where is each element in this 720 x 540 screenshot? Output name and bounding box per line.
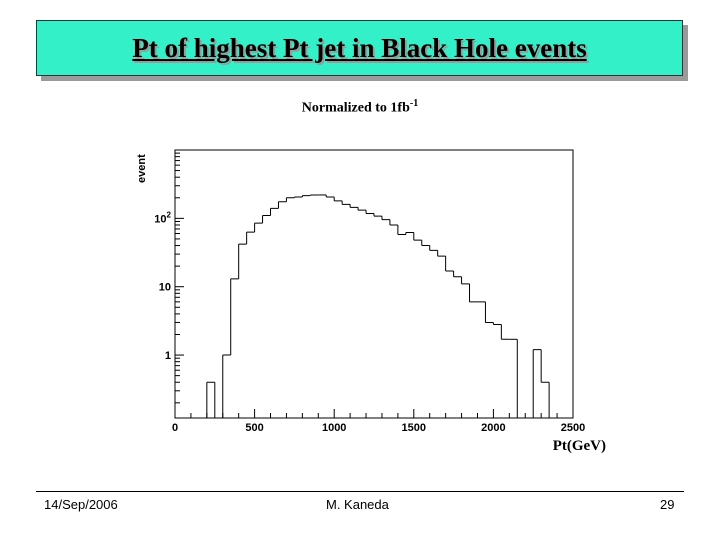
histogram-bin xyxy=(325,194,335,198)
y-tick-label: 10 xyxy=(159,282,171,294)
histogram-bin xyxy=(469,283,478,303)
plot-frame xyxy=(174,149,574,419)
histogram-bin xyxy=(277,201,287,209)
histogram-bin xyxy=(254,222,263,233)
histogram-bin xyxy=(389,219,398,226)
footer-divider xyxy=(36,491,684,492)
histogram-bin xyxy=(222,354,231,418)
histogram-bin xyxy=(437,250,446,257)
x-tick-label: 500 xyxy=(245,422,263,434)
histogram-bin xyxy=(381,216,390,221)
histogram-bin xyxy=(238,243,247,279)
x-axis-ticks: 0 500 1000 1500 2000 2500 xyxy=(172,409,585,434)
y-tick-label: 102 xyxy=(154,210,171,225)
histogram-bin xyxy=(341,200,351,205)
x-axis-label: Pt(GeV) xyxy=(553,438,606,454)
histogram-bin xyxy=(429,245,438,251)
histogram-bin xyxy=(365,210,374,214)
histogram-bin xyxy=(349,204,359,208)
histogram-bin xyxy=(492,322,502,325)
histogram-bin xyxy=(445,256,454,272)
histogram-bin xyxy=(206,381,215,418)
y-axis-label: event xyxy=(136,154,148,183)
histogram-bin xyxy=(270,207,279,216)
histogram-bin xyxy=(357,207,367,211)
histogram-bin xyxy=(246,231,255,245)
x-tick-label: 2000 xyxy=(481,422,505,434)
histogram-bin xyxy=(532,349,542,418)
histogram-bin xyxy=(461,276,470,285)
histogram-bin xyxy=(309,194,319,196)
footer-page-number: 29 xyxy=(660,497,675,512)
subtitle-text: Normalized to 1fb xyxy=(301,100,410,116)
histogram-bin xyxy=(405,232,414,235)
x-tick-label: 2500 xyxy=(561,422,585,434)
histogram-bin xyxy=(333,197,343,202)
slide-title: Pt of highest Pt jet in Black Hole event… xyxy=(132,32,587,63)
histogram-bin xyxy=(540,349,550,383)
y-tick-label-exponent: 2 xyxy=(167,210,172,219)
histogram-bin xyxy=(484,301,494,323)
subtitle-superscript: -1 xyxy=(409,98,419,109)
x-tick-label: 1000 xyxy=(322,422,346,434)
histogram-bin xyxy=(285,197,295,202)
x-tick-label: 0 xyxy=(172,422,178,434)
chart-subtitle: Normalized to 1fb-1 xyxy=(0,98,720,117)
footer-author: M. Kaneda xyxy=(326,497,389,512)
histogram-bin xyxy=(413,232,422,241)
y-axis-ticks: 1 10 102 xyxy=(154,152,184,404)
histogram-bin xyxy=(373,213,382,217)
y-tick-label: 1 xyxy=(165,350,171,362)
histogram-bin xyxy=(500,324,510,340)
x-tick-label: 1500 xyxy=(402,422,426,434)
title-box: Pt of highest Pt jet in Black Hole event… xyxy=(36,20,683,76)
histogram-bin xyxy=(453,270,462,278)
histogram-bin xyxy=(301,195,311,198)
footer-date: 14/Sep/2006 xyxy=(44,497,118,512)
histogram-bins xyxy=(206,194,550,418)
histogram-bin xyxy=(397,224,406,236)
histogram-bin xyxy=(230,278,239,356)
histogram-bin xyxy=(262,215,271,224)
histogram-bin xyxy=(293,196,303,198)
histogram-bin xyxy=(421,240,430,247)
